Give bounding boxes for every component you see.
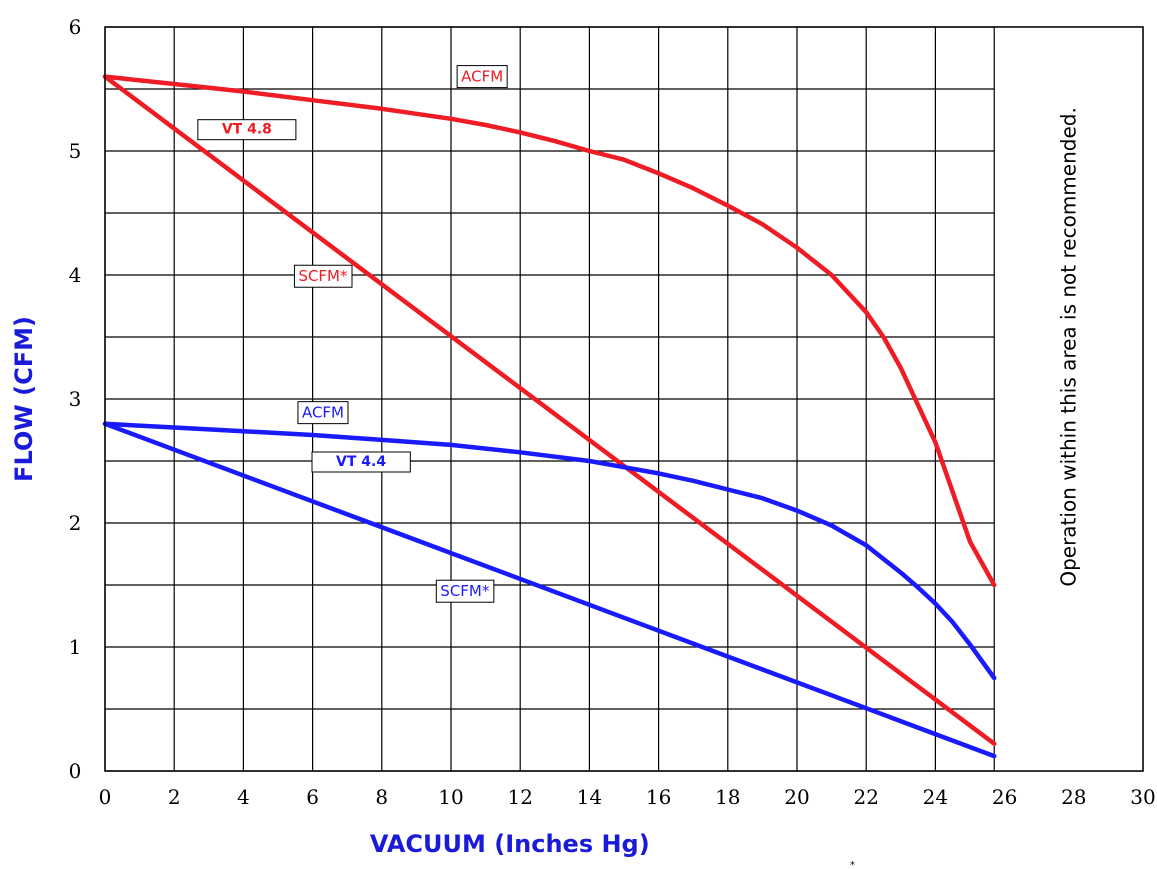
series-label-box: [197, 119, 297, 141]
x-tick-label: 14: [577, 785, 602, 809]
not-recommended-area: [994, 27, 1143, 771]
series-label-box: [293, 264, 353, 288]
series-label-box: [297, 401, 349, 425]
series-label-text: SCFM*: [298, 267, 348, 285]
x-tick-label: 28: [1061, 785, 1086, 809]
x-tick-labels: 0 2 4 6 8 10 12 14 16 18 20 22 24 26 28 30: [99, 785, 1156, 809]
x-tick-label: 22: [853, 785, 878, 809]
series-label-text: VT 4.4: [336, 454, 386, 470]
x-tick-label: 16: [646, 785, 671, 809]
series-labels: ACFM VT 4.8 SCFM* ACFM VT 4.4 SCFM*: [197, 65, 508, 603]
series-label-text: VT 4.8: [222, 122, 272, 138]
not-recommended-note: Operation within this area is not recomm…: [1057, 107, 1081, 586]
y-axis-title: FLOW (CFM): [10, 316, 38, 482]
series-label-text: SCFM*: [440, 582, 490, 600]
y-tick-label: 5: [69, 139, 82, 163]
series-label-box: [435, 579, 495, 603]
x-tick-label: 6: [306, 785, 319, 809]
x-tick-label: 4: [237, 785, 250, 809]
series-label-3: ACFM: [297, 401, 349, 425]
series-label-1: VT 4.8: [197, 119, 297, 141]
x-tick-label: 18: [715, 785, 740, 809]
series-lines: [102, 27, 997, 771]
x-tick-label: 10: [438, 785, 463, 809]
series-label-0: ACFM: [456, 65, 508, 89]
series-label-2: SCFM*: [293, 264, 353, 288]
series-label-4: VT 4.4: [311, 451, 411, 473]
y-tick-label: 6: [69, 15, 82, 39]
x-tick-label: 24: [923, 785, 948, 809]
y-tick-labels: 0 1 2 3 4 5 6: [69, 15, 82, 783]
series-line-0: [102, 74, 997, 588]
series-label-box: [456, 65, 508, 89]
x-tick-label: 2: [168, 785, 181, 809]
y-tick-label: 3: [69, 387, 82, 411]
x-axis-title: VACUUM (Inches Hg): [370, 830, 650, 858]
x-tick-label: 0: [99, 785, 112, 809]
y-tick-label: 1: [69, 635, 82, 659]
x-tick-label: 30: [1130, 785, 1155, 809]
y-tick-label: 2: [69, 511, 82, 535]
x-tick-label: 12: [507, 785, 532, 809]
series-label-text: ACFM: [461, 68, 503, 86]
series-label-5: SCFM*: [435, 579, 495, 603]
series-line-3: [102, 421, 997, 759]
x-tick-label: 20: [784, 785, 809, 809]
y-tick-label: 0: [69, 759, 82, 783]
series-label-text: ACFM: [302, 404, 344, 422]
x-tick-label: 8: [375, 785, 388, 809]
series-line-1: [102, 74, 997, 746]
series-line-2: [102, 421, 997, 681]
y-tick-label: 4: [69, 263, 82, 287]
x-tick-label: 26: [992, 785, 1017, 809]
series-label-box: [311, 451, 411, 473]
footnote-mark: *: [850, 860, 855, 869]
plot-frame: [104, 26, 1144, 772]
